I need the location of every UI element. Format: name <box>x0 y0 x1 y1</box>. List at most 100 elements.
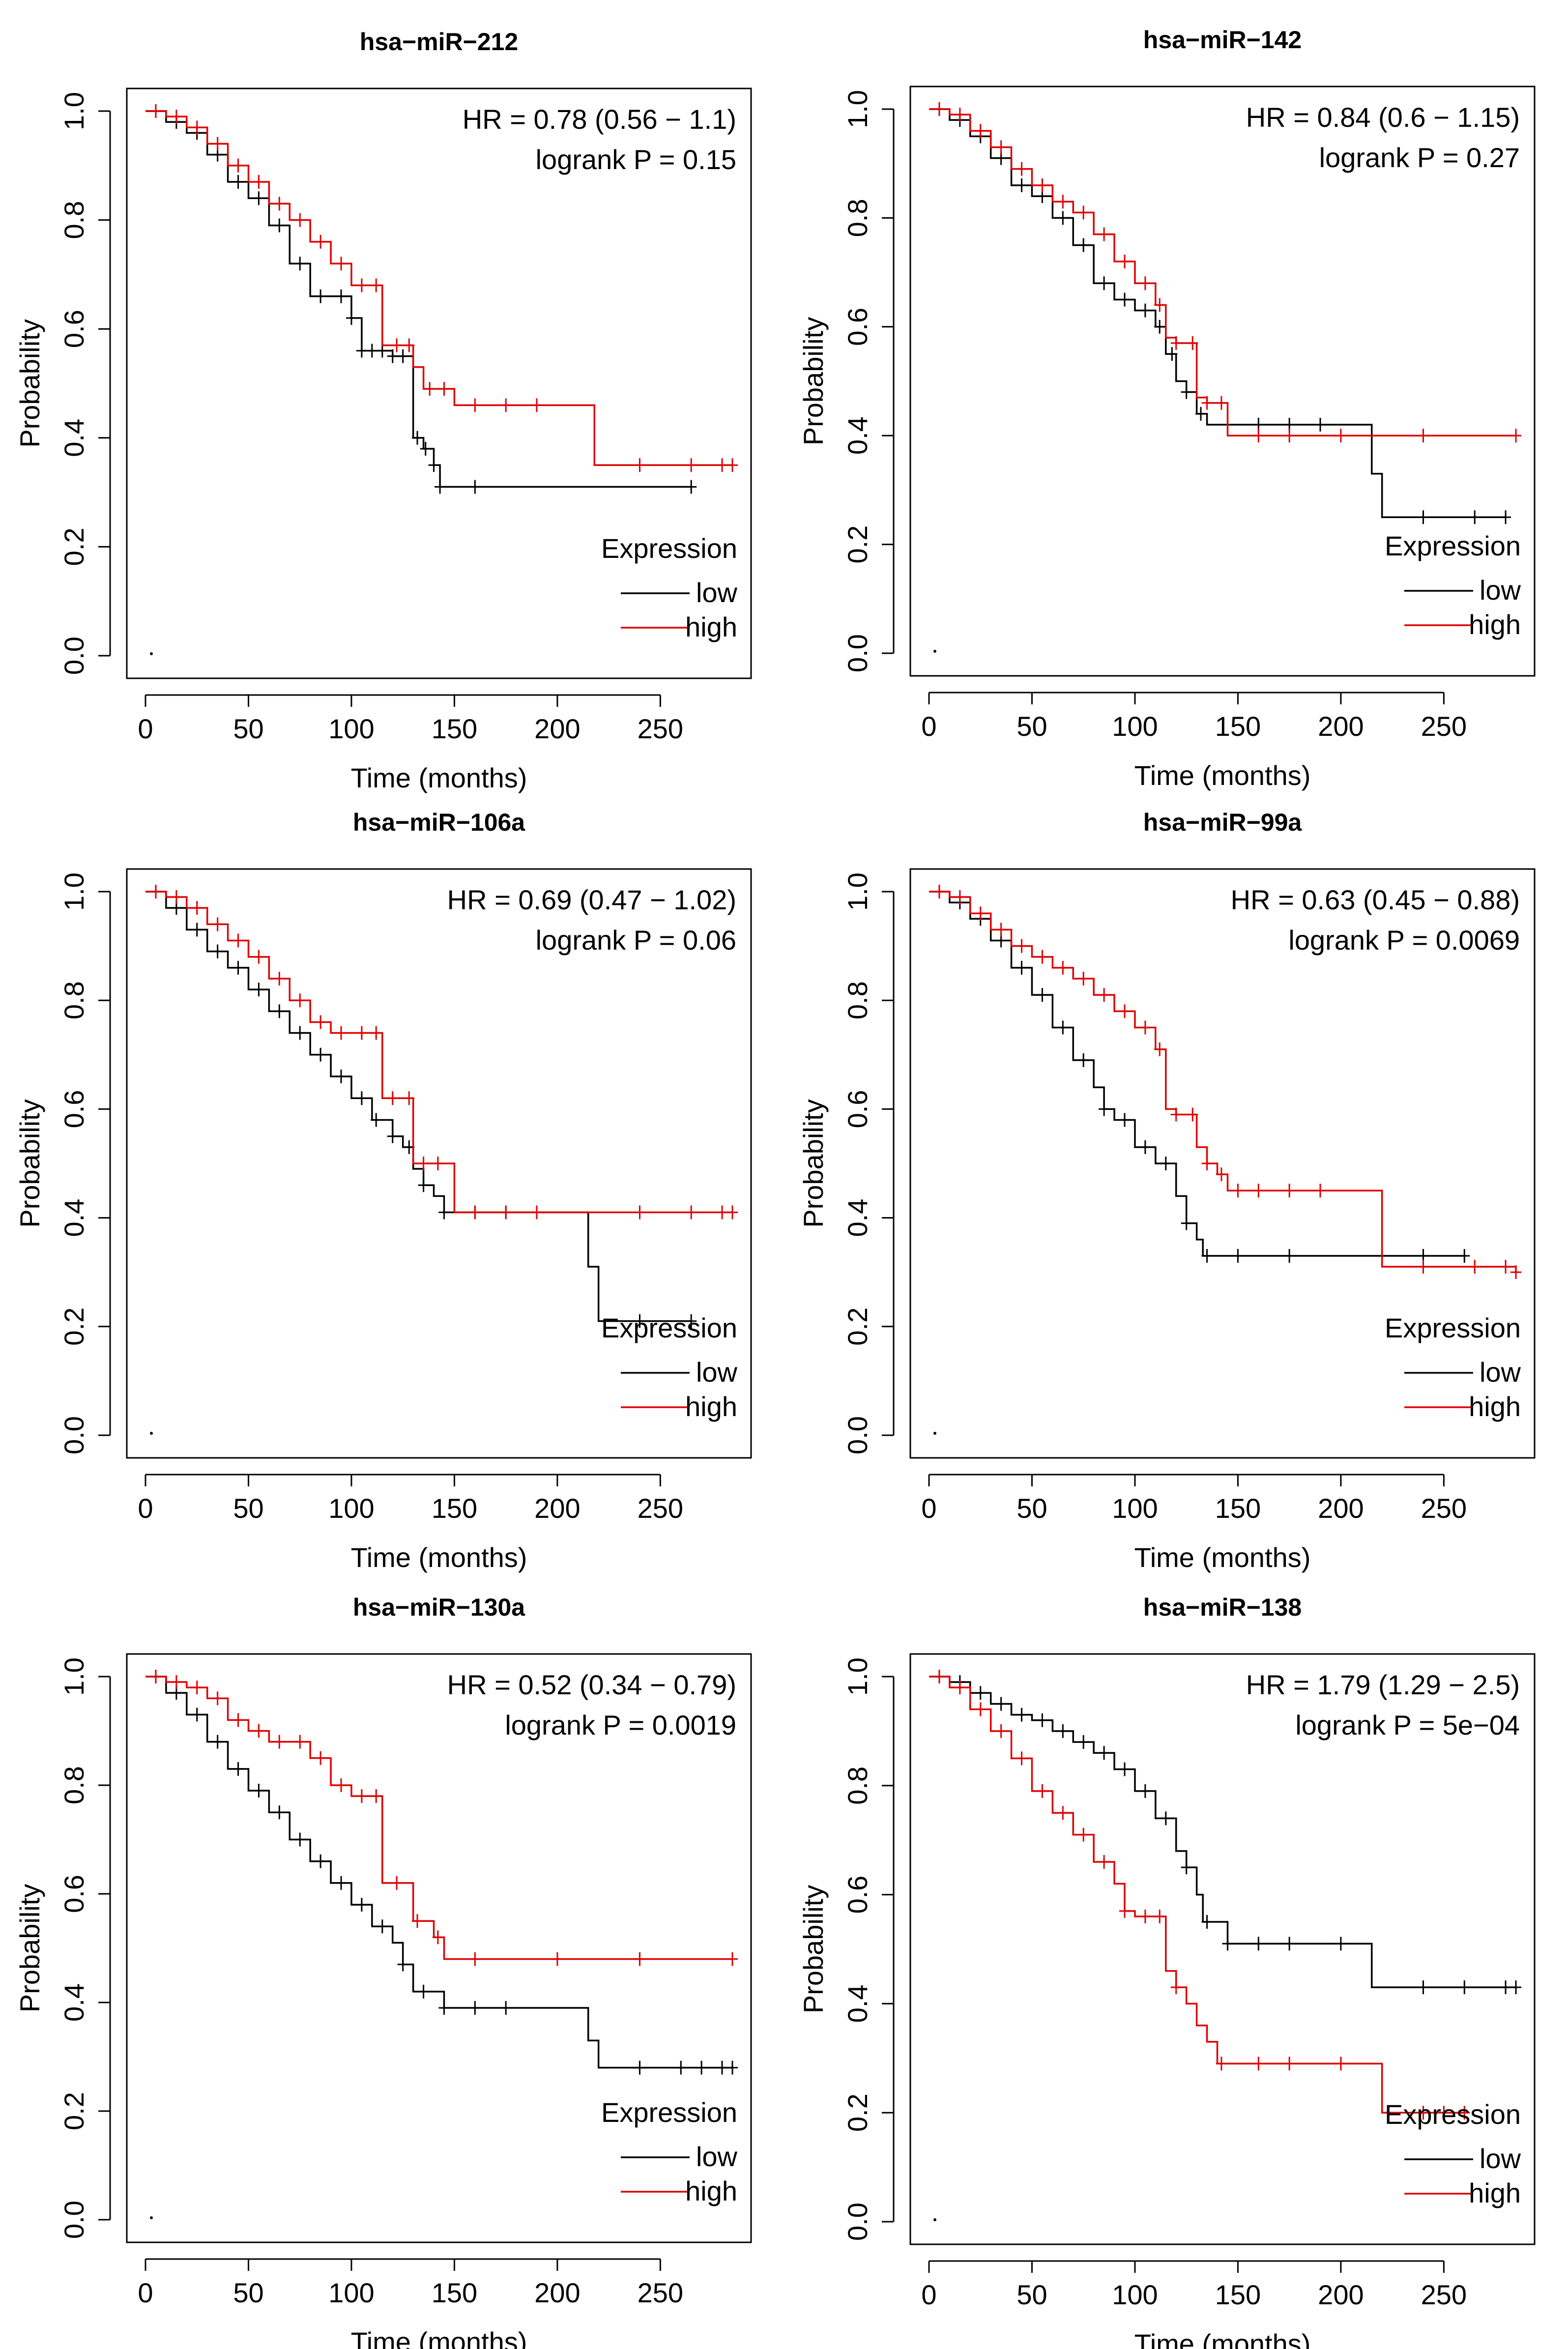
censor-mark-high <box>1016 162 1027 176</box>
y-tick-label: 0.0 <box>842 634 873 672</box>
origin-dot <box>933 2218 936 2221</box>
y-tick-label: 0.6 <box>58 1875 89 1913</box>
y-axis-label: Probability <box>14 319 45 447</box>
censor-mark-high <box>933 885 945 899</box>
legend-label-high: high <box>685 611 737 642</box>
x-tick-label: 0 <box>138 2277 153 2308</box>
censor-mark-high <box>253 175 264 189</box>
censor-mark-low <box>412 431 423 445</box>
censor-mark-low <box>1418 510 1429 524</box>
censor-mark-high <box>1284 1184 1295 1198</box>
x-tick-label: 150 <box>432 2277 477 2308</box>
censor-mark-high <box>727 1205 738 1219</box>
censor-mark-low <box>1284 1937 1295 1951</box>
censor-mark-high <box>274 197 285 211</box>
censor-mark-low <box>469 480 481 494</box>
censor-mark-low <box>366 344 377 358</box>
censor-mark-low <box>1418 1980 1429 1995</box>
y-tick-label: 0.8 <box>58 1766 89 1804</box>
censor-mark-low <box>1139 1140 1151 1154</box>
y-tick-label: 0.8 <box>58 201 89 239</box>
x-tick-label: 150 <box>1215 711 1261 742</box>
censor-mark-low <box>1160 1811 1171 1826</box>
censor-mark-high <box>1170 1980 1182 1995</box>
censor-mark-high <box>171 110 182 124</box>
y-tick-label: 0.8 <box>842 981 873 1019</box>
censor-mark-high <box>975 124 986 138</box>
censor-mark-high <box>686 1205 697 1219</box>
hr-annotation: HR = 0.63 (0.45 − 0.88) <box>1231 884 1520 915</box>
censor-mark-high <box>1232 1184 1244 1198</box>
chart-title: hsa−miR−142 <box>1143 26 1302 54</box>
x-tick-label: 150 <box>432 1493 477 1524</box>
censor-mark-low <box>294 1026 306 1040</box>
censor-mark-high <box>412 1914 423 1928</box>
censor-mark-high <box>1216 396 1227 410</box>
censor-mark-high <box>1216 2057 1227 2071</box>
km-panel-5: hsa−miR−130a 0 50 100 150 200 250 Time (months)… <box>14 1594 752 2349</box>
y-axis-label: Probability <box>798 1099 829 1227</box>
censor-mark-high <box>500 398 512 412</box>
censor-mark-high <box>1139 1020 1151 1035</box>
censor-mark-high <box>1459 2106 1470 2120</box>
x-tick-label: 200 <box>1318 2279 1364 2310</box>
censor-mark-high <box>1078 205 1089 220</box>
censor-mark-low <box>727 2060 738 2075</box>
censor-mark-high <box>500 1205 512 1219</box>
censor-mark-low <box>1139 303 1151 318</box>
censor-mark-high <box>418 1157 429 1170</box>
plot-frame <box>126 87 752 679</box>
censor-mark-low <box>371 1113 382 1127</box>
censor-mark-high <box>727 1952 738 1966</box>
censor-mark-high <box>552 1952 563 1966</box>
censor-mark-high <box>294 1735 306 1749</box>
censor-mark-low <box>1253 1937 1264 1951</box>
censor-mark-low <box>356 1091 367 1105</box>
censor-mark-high <box>253 950 264 964</box>
origin-dot <box>150 1432 153 1435</box>
legend-title: Expression <box>601 1312 737 1343</box>
censor-mark-high <box>1253 2057 1264 2071</box>
censor-mark-high <box>1099 227 1110 241</box>
censor-mark-high <box>387 1091 398 1105</box>
censor-mark-low <box>634 2060 645 2075</box>
censor-mark-high <box>1438 2106 1450 2120</box>
censor-mark-low <box>1016 960 1027 975</box>
censor-mark-low <box>1057 1724 1069 1738</box>
censor-mark-high <box>191 1681 203 1695</box>
legend-label-low: low <box>1480 1357 1521 1388</box>
censor-mark-low <box>232 960 244 975</box>
chart-title: hsa−miR−212 <box>360 28 518 56</box>
censor-mark-high <box>531 398 542 412</box>
legend-title: Expression <box>1385 2099 1521 2130</box>
hr-annotation: logrank P = 5e−04 <box>1295 1710 1520 1740</box>
origin-dot <box>150 2216 153 2219</box>
censor-mark-high <box>1139 276 1151 290</box>
x-tick-label: 150 <box>1215 2279 1261 2310</box>
censor-mark-high <box>1187 1107 1198 1122</box>
x-tick-label: 100 <box>328 1493 374 1524</box>
plot-frame <box>909 1653 1536 2245</box>
censor-mark-low <box>418 1984 429 1999</box>
censor-mark-low <box>336 1070 347 1084</box>
x-tick-label: 100 <box>328 2277 374 2308</box>
censor-mark-high <box>975 1702 986 1716</box>
censor-mark-high <box>150 104 161 118</box>
y-tick-label: 0.6 <box>58 1090 89 1128</box>
x-axis-label: Time (months) <box>1134 2328 1311 2349</box>
censor-mark-high <box>954 108 965 122</box>
x-tick-label: 250 <box>638 713 683 744</box>
censor-mark-high <box>356 278 367 292</box>
x-tick-label: 50 <box>1016 2279 1047 2310</box>
km-panel-4: hsa−miR−99a 0 50 100 150 200 250 Time (months) 0… <box>798 809 1536 1573</box>
censor-mark-low <box>1181 385 1192 399</box>
censor-mark-high <box>954 890 965 904</box>
censor-mark-low <box>1119 1762 1130 1776</box>
hr-annotation: logrank P = 0.27 <box>1319 142 1520 173</box>
censor-mark-high <box>717 1205 728 1219</box>
censor-mark-high <box>232 158 244 173</box>
censor-mark-high <box>1500 1260 1511 1274</box>
censor-mark-low <box>1181 1860 1192 1875</box>
censor-mark-low <box>1119 292 1130 307</box>
censor-mark-high <box>212 917 223 931</box>
